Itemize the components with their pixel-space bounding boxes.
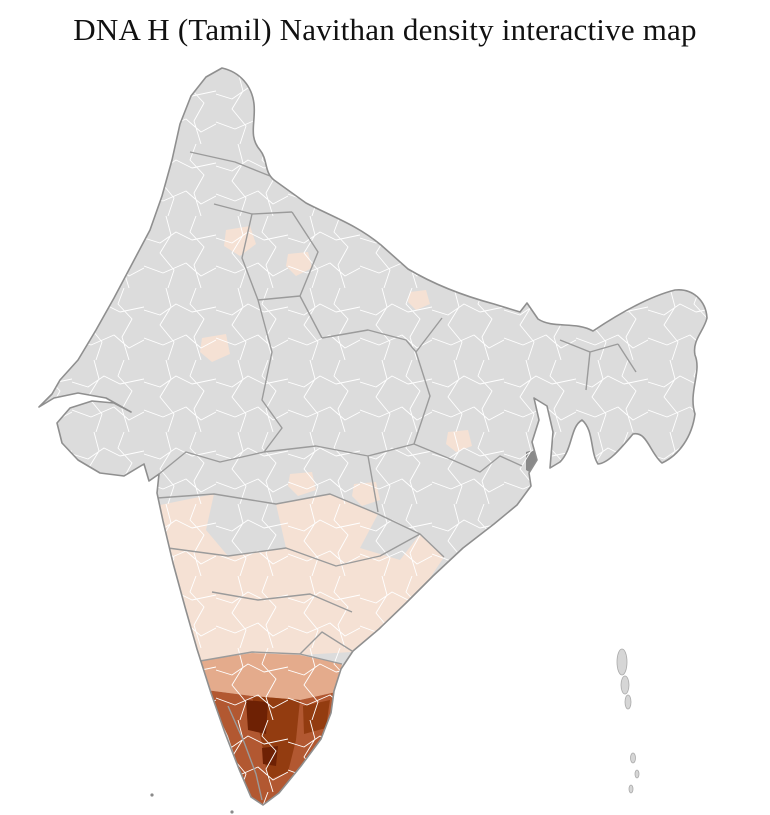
map-title: DNA H (Tamil) Navithan density interacti… (73, 12, 697, 47)
state-boundaries (156, 151, 637, 801)
india-outline (38, 67, 708, 806)
andaman-nicobar-islands[interactable] (616, 648, 640, 794)
lakshadweep-islands[interactable] (150, 793, 234, 814)
